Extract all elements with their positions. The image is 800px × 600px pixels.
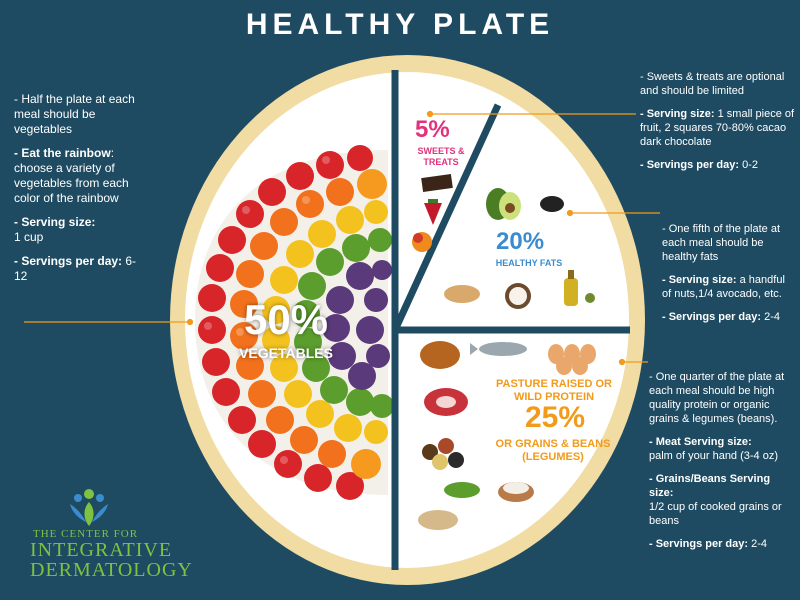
rainbow-title: - Eat the rainbow (14, 146, 111, 160)
avocado-icon (486, 188, 521, 220)
fats-serving-title: - Serving size: (662, 274, 737, 286)
veg-serving-title: - Serving size: (14, 215, 96, 229)
sweets-label: SWEETS & TREATS (417, 146, 465, 167)
sweets-percent: 5% (415, 116, 450, 143)
grains-serving-value: 1/2 cup of cooked grains or beans (649, 501, 782, 527)
vegetables-note-rainbow: - Eat the rainbow: choose a variety of v… (14, 146, 142, 206)
veg-per-day-value: 6-12 (14, 254, 137, 283)
protein-note-per-day: - Servings per day: 2-4 (649, 537, 797, 551)
logo-line-2: INTEGRATIVE (30, 539, 173, 561)
sweets-serving-title: - Serving size: (640, 108, 715, 120)
sweets-serving-value: 1 small piece of fruit, 2 squares 70-80%… (640, 108, 795, 148)
fats-label: HEALTHY FATS (495, 258, 563, 268)
sweets-notes: - Sweets & treats are optional and shoul… (640, 70, 796, 181)
protein-per-day-title: - Servings per day: (649, 538, 749, 550)
protein-note-grains: - Grains/Beans Serving size: 1/2 cup of c… (649, 472, 797, 528)
logo-people-icon (70, 489, 108, 526)
fats-note-serving: - Serving size: a handful of nuts,1/4 av… (662, 273, 796, 301)
protein-label-top: PASTURE RAISED OR WILD PROTEIN (496, 378, 612, 403)
page-title: HEALTHY PLATE (245, 8, 555, 41)
vegetables-percent: 50% (243, 296, 329, 343)
rainbow-text: : choose a variety of vegetables from ea… (14, 146, 129, 205)
beans-icon (422, 438, 464, 470)
vegetables-note-serving: - Serving size: 1 cup (14, 215, 142, 245)
sweets-note-serving: - Serving size: 1 small piece of fruit, … (640, 107, 796, 149)
sweets-note-1: - Sweets & treats are optional and shoul… (640, 71, 785, 97)
fats-serving-value: a handful of nuts,1/4 avocado, etc. (662, 274, 785, 300)
fats-note-1: - One fifth of the plate at each meal sh… (662, 223, 781, 263)
fish-icon (470, 342, 527, 356)
meat-serving-title: - Meat Serving size: (649, 436, 752, 448)
vegetables-note-per-day: - Servings per day: 6-12 (14, 254, 142, 284)
fats-per-day-value: 2-4 (761, 311, 781, 323)
eggs-icon (548, 344, 596, 375)
sweets-note-per-day: - Servings per day: 0-2 (640, 158, 796, 172)
fats-percent: 20% (496, 228, 545, 255)
sweets-per-day-title: - Servings per day: (640, 159, 740, 171)
grains-serving-title: - Grains/Beans Serving size: (649, 473, 771, 499)
logo: THE CENTER FOR INTEGRATIVE DERMATOLOGY (30, 486, 193, 581)
chicken-icon (420, 341, 460, 369)
vegetables-notes: - Half the plate at each meal should be … (14, 92, 142, 293)
chocolate-icon (421, 173, 453, 193)
protein-label-bottom: OR GRAINS & BEANS (LEGUMES) (495, 438, 611, 463)
veg-serving-value: 1 cup (14, 230, 44, 244)
protein-note-meat: - Meat Serving size: palm of your hand (3… (649, 435, 797, 463)
coconut-icon (505, 283, 531, 309)
peanuts-icon (444, 285, 480, 303)
flour-icon (498, 482, 534, 502)
protein-note-1: - One quarter of the plate at each meal … (649, 371, 785, 425)
oats-icon (418, 510, 458, 530)
logo-line-3: DERMATOLOGY (30, 559, 193, 581)
fats-per-day-title: - Servings per day: (662, 311, 762, 323)
olive-oil-icon (564, 270, 595, 306)
vegetables-note-1: - Half the plate at each meal should be … (14, 92, 135, 136)
fats-notes: - One fifth of the plate at each meal sh… (662, 222, 796, 333)
seeds-icon (540, 196, 564, 212)
protein-notes: - One quarter of the plate at each meal … (649, 370, 797, 560)
veg-per-day-title: - Servings per day: (14, 254, 123, 268)
mango-icon (412, 232, 432, 252)
meat-serving-value: palm of your hand (3-4 oz) (649, 450, 779, 462)
logo-line-1: THE CENTER FOR (33, 528, 139, 540)
meat-icon (424, 388, 468, 416)
vegetables-label: VEGETABLES (239, 345, 333, 361)
edamame-icon (444, 482, 480, 498)
protein-percent: 25% (524, 401, 586, 434)
sweets-per-day-value: 0-2 (739, 159, 759, 171)
strawberry-icon (424, 199, 442, 225)
fats-note-per-day: - Servings per day: 2-4 (662, 310, 796, 324)
protein-per-day-value: 2-4 (748, 538, 768, 550)
